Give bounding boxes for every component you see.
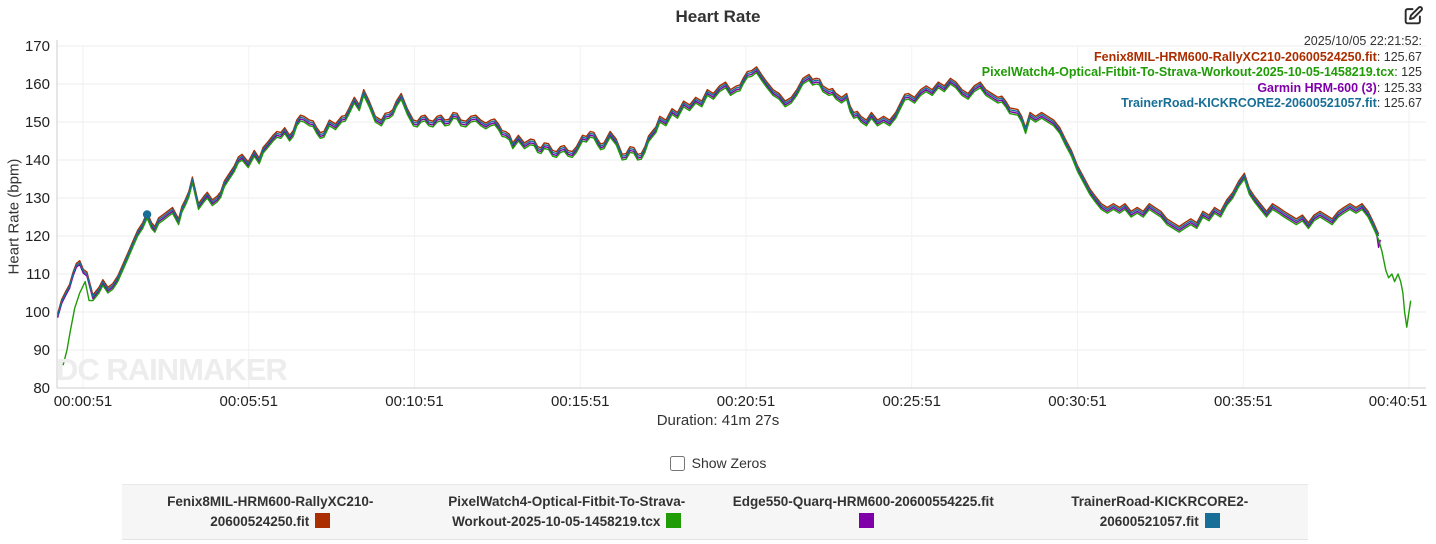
y-tick-label: 150 [24,114,50,131]
hover-tooltip: 2025/10/05 22:21:52: Fenix8MIL-HRM600-Ra… [982,34,1422,112]
y-tick-label: 100 [24,304,50,321]
series-line[interactable] [56,68,1380,316]
show-zeros-label: Show Zeros [691,455,767,471]
tooltip-entries: Fenix8MIL-HRM600-RallyXC210-20600524250.… [982,50,1422,112]
x-tick-label: 00:25:51 [882,393,941,410]
edit-chart-icon[interactable] [1402,5,1424,27]
x-tick-label: 00:10:51 [385,393,444,410]
x-tick-label: 00:40:51 [1368,393,1428,410]
x-tick-label: 00:20:51 [716,393,776,410]
duration-label: Duration: 41m 27s [656,412,780,429]
y-tick-label: 140 [24,152,50,169]
tooltip-entry: Garmin HRM-600 (3): 125.33 [982,81,1422,97]
y-tick-label: 80 [33,380,50,397]
show-zeros-row: Show Zeros [0,455,1436,471]
legend-color-swatch [1204,513,1220,528]
series-legend-bar: Fenix8MIL-HRM600-RallyXC210-20600524250.… [122,484,1308,540]
show-zeros-checkbox[interactable] [669,455,685,471]
series-line[interactable] [62,71,1412,366]
dc-rainmaker-watermark: DC RAINMAKER [56,352,288,387]
legend-color-swatch [666,513,682,528]
y-tick-label: 160 [24,76,50,93]
tooltip-entry: TrainerRoad-KICKRCORE2-20600521057.fit: … [982,96,1422,112]
legend-item[interactable]: TrainerRoad-KICKRCORE2-20600521057.fit [1012,492,1309,533]
tooltip-entry-label: Garmin HRM-600 (3) [1257,80,1377,95]
legend-item-label: Edge550-Quarq-HRM600-20600554225.fit [732,493,994,509]
tooltip-timestamp: 2025/10/05 22:21:52: [1303,34,1422,48]
tooltip-entry-label: Fenix8MIL-HRM600-RallyXC210-20600524250.… [1094,49,1377,64]
tooltip-entry: PixelWatch4-Optical-Fitbit-To-Strava-Wor… [982,65,1422,81]
legend-item[interactable]: Fenix8MIL-HRM600-RallyXC210-20600524250.… [122,492,419,533]
tooltip-entry-value: : 125 [1394,65,1422,79]
x-tick-label: 00:00:51 [53,393,113,410]
y-tick-label: 130 [24,190,50,207]
legend-item-label: PixelWatch4-Optical-Fitbit-To-Strava-Wor… [448,493,686,529]
heart-rate-chart-canvas[interactable] [0,0,1436,440]
tooltip-entry-value: : 125.67 [1376,49,1422,64]
tooltip-entry-label: PixelWatch4-Optical-Fitbit-To-Strava-Wor… [981,65,1395,79]
x-tick-label: 00:05:51 [219,393,278,410]
legend-item[interactable]: Edge550-Quarq-HRM600-20600554225.fit [715,492,1012,533]
legend-item-label: TrainerRoad-KICKRCORE2-20600521057.fit [1071,493,1249,529]
y-tick-label: 170 [24,38,50,55]
y-tick-label: 120 [24,228,50,245]
legend-color-swatch [315,513,331,528]
legend-item-label: Fenix8MIL-HRM600-RallyXC210-20600524250.… [167,493,374,529]
tooltip-entry-value: : 125.67 [1376,96,1422,110]
legend-color-swatch [858,513,874,528]
y-axis-label: Heart Rate (bpm) [5,158,23,275]
x-tick-label: 00:30:51 [1048,393,1107,410]
legend-item[interactable]: PixelWatch4-Optical-Fitbit-To-Strava-Wor… [419,492,716,533]
tooltip-entry: Fenix8MIL-HRM600-RallyXC210-20600524250.… [982,50,1422,66]
x-tick-label: 00:15:51 [551,393,610,410]
y-tick-label: 90 [33,342,50,359]
y-tick-label: 110 [26,266,50,283]
tooltip-entry-label: TrainerRoad-KICKRCORE2-20600521057.fit [1121,96,1377,110]
chart-title: Heart Rate [675,7,761,26]
hover-point-marker [142,210,152,219]
tooltip-entry-value: : 125.33 [1376,80,1422,95]
x-tick-label: 00:35:51 [1214,393,1273,410]
